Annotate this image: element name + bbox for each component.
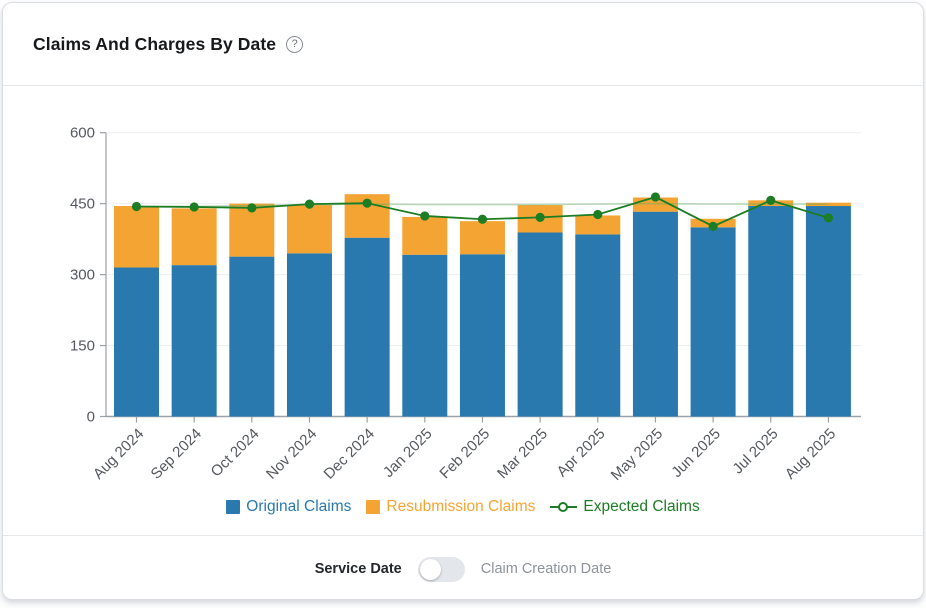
original-claims-bar-1[interactable] [171,265,217,417]
original-claims-bar-0[interactable] [114,267,159,417]
svg-text:Mar 2025: Mar 2025 [494,425,551,482]
original-claims-bar-8[interactable] [575,234,621,417]
original-claims-bar-10[interactable] [690,227,736,417]
help-icon[interactable]: ? [286,35,304,53]
svg-text:May 2025: May 2025 [608,425,667,484]
resubmission-claims-bar-12[interactable] [805,202,851,207]
expected-claims-point-8[interactable] [593,209,603,220]
resubmission-claims-bar-0[interactable] [114,206,159,268]
svg-text:Aug 2024: Aug 2024 [90,425,147,482]
svg-text:Feb 2025: Feb 2025 [436,425,493,482]
legend-label-resubmission: Resubmission Claims [386,498,536,515]
claims-chart: 0 150 300 450 600 Aug 2024 Sep 2024 Oct 2024 Nov… [70,125,861,484]
expected-claims-point-5[interactable] [420,211,430,221]
original-claims-bar-4[interactable] [344,237,390,417]
original-claims-bar-11[interactable] [748,206,794,417]
resubmission-claims-bar-6[interactable] [459,221,505,255]
svg-text:Dec 2024: Dec 2024 [321,425,378,482]
stacked-bars [114,194,851,417]
expected-claims-point-2[interactable] [247,203,257,213]
page-title: Claims And Charges By Date [33,33,277,54]
original-claims-bar-2[interactable] [229,256,275,417]
legend-item-resubmission-claims[interactable]: Resubmission Claims [366,498,535,516]
svg-text:Nov 2024: Nov 2024 [263,425,320,482]
svg-text:Jun 2025: Jun 2025 [668,425,724,481]
legend-label-original: Original Claims [246,498,352,515]
original-claims-bar-6[interactable] [459,254,505,417]
legend-label-expected: Expected Claims [583,498,700,515]
original-claims-bar-12[interactable] [805,206,851,417]
legend-item-original-claims[interactable]: Original Claims [226,498,351,516]
expected-claims-point-10[interactable] [708,221,718,231]
svg-text:Oct 2024: Oct 2024 [208,425,263,480]
date-mode-row: Service Date Claim Creation Date [3,549,923,589]
expected-claims-point-7[interactable] [535,212,545,222]
svg-text:300: 300 [70,267,95,284]
original-claims-bar-3[interactable] [286,253,332,417]
expected-claims-point-6[interactable] [477,214,488,224]
line-circle-marker-icon [550,502,578,512]
resubmission-claims-bar-8[interactable] [575,215,621,235]
resubmission-claims-swatch-icon [366,500,381,514]
original-claims-bar-7[interactable] [517,232,563,417]
original-claims-bar-9[interactable] [632,211,678,417]
svg-text:Apr 2025: Apr 2025 [554,425,609,480]
svg-text:450: 450 [70,196,95,213]
service-date-label: Service Date [314,561,402,577]
svg-text:Jul 2025: Jul 2025 [729,425,781,477]
expected-claims-point-0[interactable] [131,201,142,212]
toggle-knob-icon [419,558,441,580]
expected-claims-point-9[interactable] [650,192,661,202]
expected-claims-point-3[interactable] [304,199,315,209]
chart-legend: Original Claims Resubmission Claims Expe… [3,498,923,516]
resubmission-claims-bar-1[interactable] [171,208,217,266]
svg-text:150: 150 [70,338,95,355]
claims-card: Claims And Charges By Date ? 0 150 300 450 6… [2,2,924,600]
expected-claims-point-1[interactable] [189,202,199,212]
svg-text:Aug 2025: Aug 2025 [782,425,839,482]
svg-text:Sep 2024: Sep 2024 [148,425,205,482]
header-divider [3,85,923,86]
svg-text:Jan 2025: Jan 2025 [380,425,436,481]
card-header: Claims And Charges By Date ? [3,3,923,85]
expected-claims-point-11[interactable] [766,195,776,205]
legend-item-expected-claims[interactable]: Expected Claims [550,498,700,516]
expected-claims-point-4[interactable] [362,198,372,208]
expected-claims-point-12[interactable] [823,213,834,223]
resubmission-claims-bar-3[interactable] [286,205,332,254]
original-claims-swatch-icon [226,500,241,514]
date-mode-toggle[interactable] [417,556,465,582]
resubmission-claims-bar-5[interactable] [402,216,448,255]
original-claims-bar-5[interactable] [402,254,448,417]
svg-text:600: 600 [70,125,95,142]
claim-creation-date-label: Claim Creation Date [480,561,612,577]
svg-text:0: 0 [87,409,95,426]
footer-divider [3,535,923,536]
